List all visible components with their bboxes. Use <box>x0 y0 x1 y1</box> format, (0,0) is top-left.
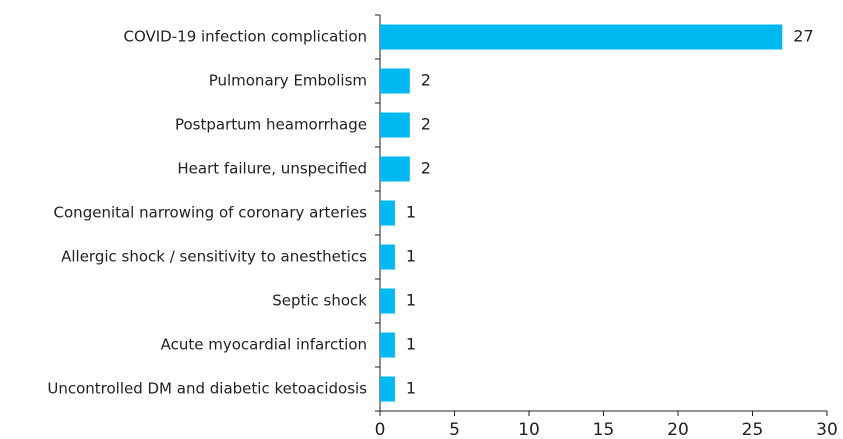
x-tick-label: 25 <box>742 420 764 439</box>
x-tick-label: 30 <box>816 420 838 439</box>
y-tick-label: Pulmonary Embolism <box>209 72 367 90</box>
bar <box>380 332 395 358</box>
data-label: 1 <box>406 379 416 398</box>
data-label: 1 <box>406 291 416 310</box>
y-tick-label: Allergic shock / sensitivity to anesthet… <box>61 248 367 266</box>
bar <box>380 244 395 270</box>
bar <box>380 200 395 226</box>
x-tick-label: 5 <box>449 420 460 439</box>
data-label: 27 <box>793 27 813 46</box>
bar <box>380 156 410 182</box>
data-label: 2 <box>421 159 431 178</box>
y-tick-label: Uncontrolled DM and diabetic ketoacidosi… <box>47 380 367 398</box>
y-tick-label: Septic shock <box>272 292 367 310</box>
bar <box>380 376 395 402</box>
data-label: 1 <box>406 335 416 354</box>
data-label: 2 <box>421 71 431 90</box>
x-tick-label: 20 <box>667 420 689 439</box>
y-tick-label: Heart failure, unspecified <box>177 160 367 178</box>
data-label: 2 <box>421 115 431 134</box>
x-tick-label: 15 <box>593 420 615 439</box>
data-label: 1 <box>406 247 416 266</box>
bar <box>380 68 410 94</box>
y-tick-label: COVID-19 infection complication <box>123 28 367 46</box>
bar <box>380 288 395 314</box>
y-tick-label: Congenital narrowing of coronary arterie… <box>54 204 368 222</box>
bar <box>380 112 410 138</box>
y-tick-label: Acute myocardial infarction <box>161 336 367 354</box>
data-label: 1 <box>406 203 416 222</box>
bar <box>380 24 783 50</box>
y-tick-label: Postpartum heamorrhage <box>175 116 367 134</box>
x-tick-label: 0 <box>375 420 386 439</box>
x-tick-label: 10 <box>518 420 540 439</box>
